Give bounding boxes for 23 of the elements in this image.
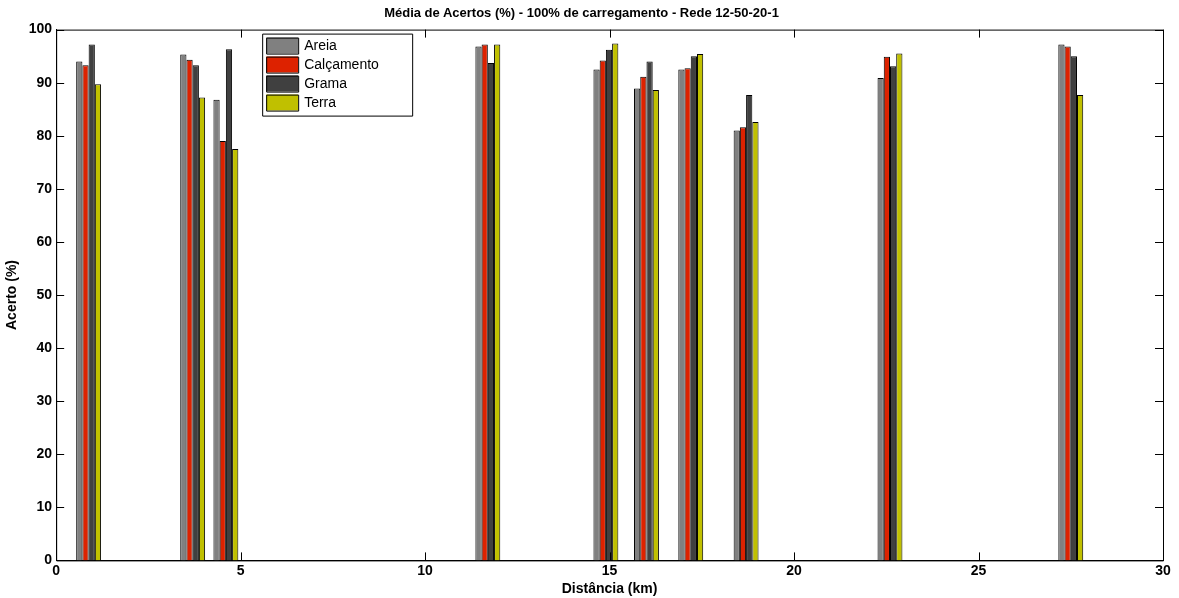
- x-tick-label: 5: [236, 561, 245, 578]
- y-tick-label: 30: [36, 392, 53, 409]
- y-axis-title: Acerto (%): [3, 259, 20, 331]
- chart-title: Média de Acertos (%) - 100% de carregamento - Rede 12-50-20-1: [384, 5, 779, 21]
- y-tick-label: 70: [36, 179, 53, 196]
- y-tick-label: 90: [36, 73, 53, 90]
- x-tick-label: 10: [417, 561, 434, 578]
- y-tick-label: 20: [36, 445, 53, 462]
- legend-label: Areia: [304, 37, 338, 54]
- y-tick-label: 50: [36, 285, 53, 302]
- y-tick-label: 100: [28, 20, 53, 37]
- x-tick-label: 30: [1155, 561, 1171, 578]
- x-tick-label: 25: [970, 561, 987, 578]
- y-tick-label: 40: [36, 338, 53, 355]
- y-tick-label: 80: [36, 126, 53, 143]
- x-tick-label: 15: [601, 561, 618, 578]
- x-tick-label: 20: [786, 561, 803, 578]
- legend-label: Calçamento: [304, 56, 380, 73]
- legend-label: Grama: [304, 75, 348, 92]
- y-tick-label: 60: [36, 232, 53, 249]
- x-axis-title: Distância (km): [561, 580, 658, 597]
- legend-label: Terra: [304, 94, 337, 111]
- y-tick-label: 10: [36, 498, 53, 515]
